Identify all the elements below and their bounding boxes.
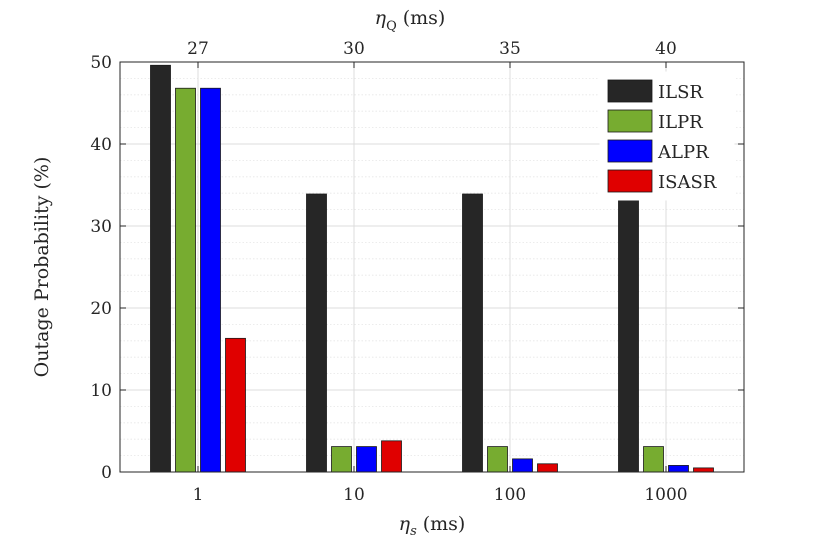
x-tick-label: 10	[343, 485, 365, 505]
bar-isasr-100	[537, 463, 558, 473]
bars	[150, 64, 714, 473]
x-tick-label: 100	[494, 485, 526, 505]
top-x-axis-label-subscript: Q	[386, 19, 397, 34]
bar-ilsr-100	[462, 193, 483, 473]
top-x-axis-label: ηQ (ms)	[375, 7, 446, 34]
bar-ilpr-1	[175, 87, 196, 473]
legend-label-alpr: ALPR	[657, 142, 709, 163]
x-axis-label-subscript: s	[410, 524, 417, 539]
y-tick-label: 20	[90, 299, 112, 319]
top-x-axis-label-symbol: η	[375, 7, 387, 29]
bar-alpr-100	[512, 458, 533, 473]
top-x-tick-label: 27	[187, 39, 209, 59]
legend-label-ilsr: ILSR	[658, 82, 703, 103]
x-axis-label: ηs (ms)	[399, 513, 466, 539]
x-axis-label-symbol: η	[399, 513, 411, 535]
y-tick-label: 10	[90, 381, 112, 401]
top-x-tick-label: 35	[499, 39, 521, 59]
plot-frame	[119, 61, 745, 473]
legend-swatch-ilpr	[607, 109, 653, 133]
legend: ILSR ILPR ALPR ISASR	[599, 71, 735, 201]
y-tick-label: 30	[90, 217, 112, 237]
legend-swatch-alpr	[607, 139, 653, 163]
x-axis-label-unit: (ms)	[423, 513, 466, 535]
bar-ilsr-10	[306, 193, 327, 473]
bar-ilsr-1	[150, 64, 171, 473]
bar-ilpr-1000	[643, 446, 664, 473]
legend-swatch-ilsr	[607, 79, 653, 103]
bar-alpr-10	[356, 446, 377, 473]
legend-swatch-isasr	[607, 169, 653, 193]
bar-isasr-1000	[693, 467, 714, 473]
y-tick-label: 0	[101, 463, 112, 483]
y-axis-label: Outage Probability (%)	[31, 157, 53, 378]
bar-isasr-10	[381, 440, 402, 473]
bar-ilpr-100	[487, 446, 508, 473]
bar-ilpr-10	[331, 446, 352, 473]
ticks: 0 10 20 30 40 50 1 27 10 30 100 35 1000 40	[90, 39, 744, 505]
bar-ilsr-1000	[618, 193, 639, 473]
x-tick-label: 1000	[644, 485, 687, 505]
bar-alpr-1000	[668, 465, 689, 473]
bar-alpr-1	[200, 87, 221, 473]
y-tick-label: 40	[90, 135, 112, 155]
x-tick-label: 1	[193, 485, 204, 505]
y-tick-label: 50	[90, 53, 112, 73]
top-x-axis-label-unit: (ms)	[403, 7, 446, 29]
top-x-tick-label: 30	[343, 39, 365, 59]
legend-label-ilpr: ILPR	[658, 112, 703, 133]
legend-label-isasr: ISASR	[658, 172, 717, 193]
bar-isasr-1	[225, 337, 246, 473]
top-x-tick-label: 40	[655, 39, 677, 59]
